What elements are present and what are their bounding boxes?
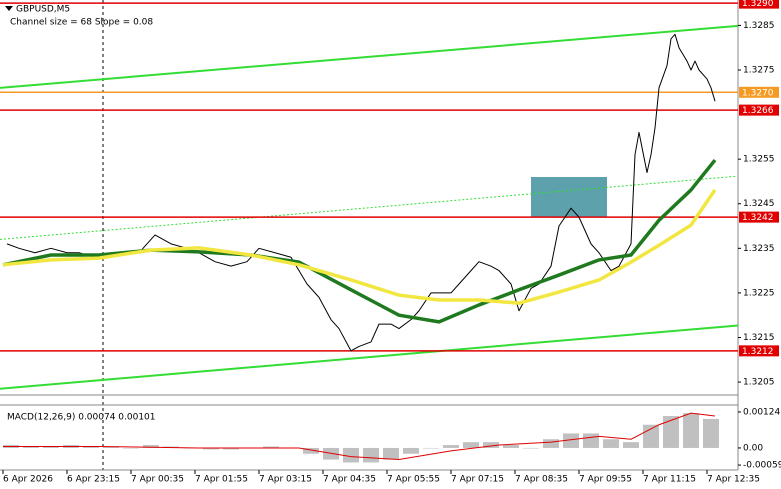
- macd-title: MACD(12,26,9) 0.00074 0.00101: [7, 413, 156, 423]
- histogram-bar: [123, 447, 139, 449]
- histogram-bar: [383, 447, 399, 460]
- x-tick-label: 7 Apr 12:35: [707, 475, 760, 485]
- chart-subtitle: Channel size = 68 Slope = 0.08: [10, 18, 153, 28]
- x-tick-label: 7 Apr 03:15: [259, 475, 312, 485]
- histogram-bar: [483, 442, 499, 448]
- x-tick-label: 7 Apr 04:35: [323, 475, 376, 485]
- histogram-bar: [363, 447, 379, 463]
- x-tick-label: 7 Apr 05:55: [387, 475, 440, 485]
- histogram-bar: [203, 447, 219, 450]
- level-label: 1.3266: [742, 106, 774, 116]
- histogram-bar: [503, 445, 519, 448]
- y-tick-label: 1.3225: [743, 288, 775, 298]
- histogram-bar: [103, 446, 119, 448]
- y-tick-label: 0.00: [743, 443, 763, 453]
- level-label: 1.3212: [742, 347, 774, 357]
- histogram-bar: [303, 447, 319, 454]
- x-tick-label: 6 Apr 2026: [3, 475, 53, 485]
- level-label-box: [739, 0, 779, 9]
- histogram-bar: [603, 439, 619, 448]
- histogram-bar: [563, 433, 579, 448]
- level-label: 1.3270: [742, 88, 774, 98]
- x-tick-label: 7 Apr 01:55: [195, 475, 248, 485]
- histogram-bar: [523, 447, 539, 449]
- y-tick-label: 1.3255: [743, 155, 775, 165]
- histogram-bar: [143, 445, 159, 448]
- y-tick-label: 1.3275: [743, 65, 775, 75]
- signal-line: [3, 412, 716, 461]
- histogram-bar: [423, 447, 439, 449]
- channel-line: [0, 324, 739, 390]
- level-label-box: [739, 345, 779, 357]
- level-label: 1.3290: [742, 0, 774, 9]
- level-label-box: [739, 104, 779, 116]
- histogram-bar: [463, 442, 479, 448]
- histogram-bar: [583, 433, 599, 448]
- histogram-bar: [223, 447, 239, 450]
- y-tick-label: 1.3205: [743, 378, 775, 388]
- histogram-bar: [643, 424, 659, 448]
- level-label-box: [739, 86, 779, 98]
- x-tick-label: 7 Apr 09:55: [579, 475, 632, 485]
- level-label-box: [739, 211, 779, 223]
- histogram-bar: [263, 446, 279, 448]
- x-tick-label: 7 Apr 11:15: [643, 475, 696, 485]
- histogram-bar: [43, 446, 59, 448]
- histogram-bar: [83, 446, 99, 448]
- menu-arrow: [5, 6, 13, 11]
- histogram-bar: [443, 445, 459, 448]
- y-tick-label: 1.3245: [743, 199, 775, 209]
- x-tick-label: 7 Apr 00:35: [131, 475, 184, 485]
- histogram-bar: [623, 442, 639, 448]
- histogram-bar: [703, 418, 719, 448]
- channel-line: [0, 24, 739, 89]
- x-tick-label: 6 Apr 23:15: [67, 475, 120, 485]
- y-tick-label: 0.00124: [743, 407, 780, 417]
- x-tick-label: 7 Apr 08:35: [515, 475, 568, 485]
- channel-line: [0, 175, 739, 240]
- y-tick-label: 1.3235: [743, 244, 775, 254]
- histogram-bar: [663, 416, 679, 448]
- y-tick-label: 1.3285: [743, 21, 775, 31]
- histogram-bar: [543, 439, 559, 448]
- y-tick-label: -0.00059: [743, 461, 781, 471]
- histogram-bar: [683, 413, 699, 448]
- histogram-bar: [403, 447, 419, 454]
- histogram-bar: [23, 446, 39, 448]
- level-label: 1.3242: [742, 213, 774, 223]
- price-line: [2, 188, 717, 305]
- histogram-bar: [343, 447, 359, 463]
- y-tick-label: 1.3215: [743, 333, 775, 343]
- price-line: [6, 33, 716, 352]
- chart-title: GBPUSD,M5: [16, 5, 70, 15]
- x-tick-label: 7 Apr 07:15: [451, 475, 504, 485]
